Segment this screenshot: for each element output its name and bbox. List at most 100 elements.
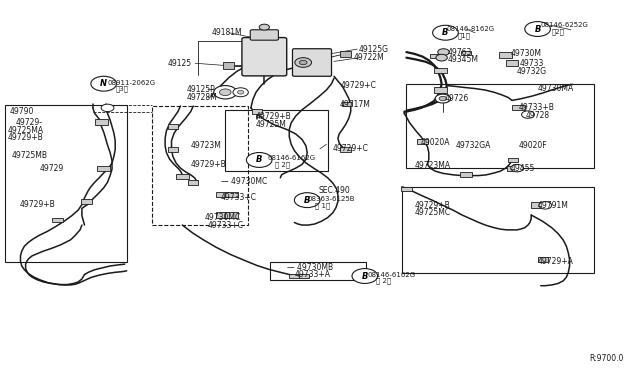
Circle shape xyxy=(511,164,524,172)
Text: B: B xyxy=(362,272,368,280)
Text: 49728: 49728 xyxy=(526,111,550,120)
Bar xyxy=(538,257,548,262)
Bar xyxy=(5,105,127,262)
Circle shape xyxy=(522,111,534,118)
Bar xyxy=(461,51,471,55)
Circle shape xyxy=(91,76,116,91)
Text: B: B xyxy=(304,196,310,205)
Text: 49725MC: 49725MC xyxy=(415,208,451,217)
Circle shape xyxy=(246,153,272,167)
Bar xyxy=(531,202,544,208)
Bar xyxy=(252,109,262,114)
Text: 49729+B: 49729+B xyxy=(256,112,292,121)
Text: 49791M: 49791M xyxy=(538,201,568,210)
Bar xyxy=(223,62,234,69)
Bar xyxy=(299,274,309,278)
Bar xyxy=(225,110,328,171)
Text: 49125: 49125 xyxy=(168,59,192,68)
Bar xyxy=(499,52,512,58)
Text: 49733+B: 49733+B xyxy=(518,103,554,112)
Text: 49729+A: 49729+A xyxy=(538,257,573,266)
Text: 49729+B: 49729+B xyxy=(19,200,55,209)
Bar xyxy=(340,51,351,57)
Text: 49729: 49729 xyxy=(40,164,64,173)
Text: 49723M: 49723M xyxy=(191,141,221,150)
FancyBboxPatch shape xyxy=(292,49,332,76)
Bar xyxy=(402,187,594,273)
Bar xyxy=(216,212,229,218)
Text: 49729+B: 49729+B xyxy=(191,160,227,169)
Bar xyxy=(95,119,108,125)
FancyBboxPatch shape xyxy=(242,38,287,76)
Text: 49125G: 49125G xyxy=(358,45,388,54)
Text: R:9700.0: R:9700.0 xyxy=(589,355,623,363)
Bar xyxy=(406,84,594,168)
Bar xyxy=(401,187,412,191)
Circle shape xyxy=(433,25,458,40)
Bar xyxy=(176,174,189,179)
Text: SEC.490: SEC.490 xyxy=(318,186,350,195)
Text: 49020F: 49020F xyxy=(518,141,547,150)
Circle shape xyxy=(101,104,114,112)
Text: 49730M: 49730M xyxy=(511,49,541,58)
Text: 08363-6125B: 08363-6125B xyxy=(307,196,355,202)
Text: B: B xyxy=(256,155,262,164)
Circle shape xyxy=(439,96,447,101)
Circle shape xyxy=(525,22,550,36)
Circle shape xyxy=(539,202,552,209)
Text: 49732GA: 49732GA xyxy=(456,141,491,150)
Text: （ 1）: （ 1） xyxy=(315,202,330,209)
Text: 49763: 49763 xyxy=(448,48,472,57)
Circle shape xyxy=(300,60,307,65)
Bar xyxy=(434,68,447,73)
Text: 49725MB: 49725MB xyxy=(12,151,47,160)
Text: （ 2）: （ 2） xyxy=(275,161,291,168)
Circle shape xyxy=(438,49,449,55)
Bar xyxy=(417,139,428,144)
Text: 08146-6252G: 08146-6252G xyxy=(541,22,589,28)
Bar xyxy=(365,272,375,277)
Text: 49729+B: 49729+B xyxy=(415,201,451,210)
Text: 49722M: 49722M xyxy=(353,53,384,62)
Text: （3）: （3） xyxy=(115,85,128,92)
Bar xyxy=(507,166,520,171)
Bar xyxy=(430,54,440,58)
Circle shape xyxy=(352,269,378,283)
Bar xyxy=(52,218,63,222)
Text: N: N xyxy=(100,79,107,88)
Circle shape xyxy=(214,86,237,99)
Text: 49728M: 49728M xyxy=(187,93,218,102)
Bar xyxy=(270,262,366,280)
Text: （ 2）: （ 2） xyxy=(376,278,392,284)
Bar xyxy=(152,106,248,225)
Circle shape xyxy=(259,24,269,30)
Text: 49725MA: 49725MA xyxy=(8,126,44,135)
Text: B: B xyxy=(534,25,541,33)
Text: 49730MC: 49730MC xyxy=(205,213,241,222)
Text: 49455: 49455 xyxy=(511,164,535,173)
Bar xyxy=(342,102,352,106)
Text: 49730MA: 49730MA xyxy=(538,84,574,93)
Text: 49729-: 49729- xyxy=(16,118,43,126)
Bar xyxy=(508,158,518,162)
Text: 08911-2062G: 08911-2062G xyxy=(108,80,156,86)
Bar xyxy=(168,147,178,152)
Bar xyxy=(289,274,300,278)
Text: 49729+C: 49729+C xyxy=(333,144,369,153)
Bar xyxy=(512,105,525,110)
Text: （2）: （2） xyxy=(552,28,564,35)
Bar xyxy=(81,199,92,204)
Circle shape xyxy=(237,90,244,94)
Bar xyxy=(97,166,110,171)
Text: B: B xyxy=(442,28,449,37)
Circle shape xyxy=(436,54,447,61)
Text: 49020A: 49020A xyxy=(421,138,451,147)
Text: — 49730MC: — 49730MC xyxy=(221,177,267,186)
Text: 49733+C: 49733+C xyxy=(208,221,244,230)
Bar xyxy=(460,172,472,177)
Circle shape xyxy=(220,89,231,96)
Text: 49733+C: 49733+C xyxy=(221,193,257,202)
Text: 49125P: 49125P xyxy=(187,85,216,94)
Circle shape xyxy=(435,94,451,103)
Text: （1）: （1） xyxy=(458,32,470,39)
